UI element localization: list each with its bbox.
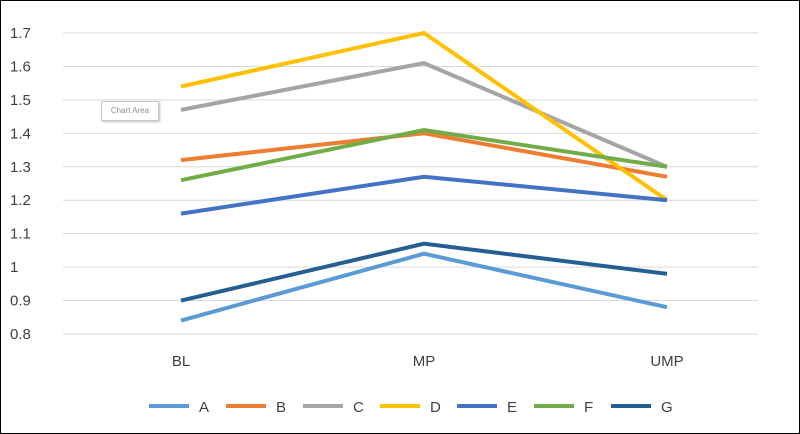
series-line-f	[180, 127, 668, 183]
y-tick-label: 1.4	[10, 125, 31, 142]
y-tick-label: 1.3	[10, 159, 31, 176]
series-line-b	[180, 131, 668, 179]
series-line-a	[180, 251, 668, 323]
x-tick-label: MP	[413, 353, 436, 370]
legend-label-a: A	[199, 399, 209, 416]
y-tick-label: 1.2	[10, 192, 31, 209]
y-tick-label: 1.1	[10, 226, 31, 243]
y-tick-label: 1	[10, 259, 18, 276]
legend-label-b: B	[276, 399, 286, 416]
y-tick-label: 0.8	[10, 326, 31, 343]
y-tick-label: 1.5	[10, 92, 31, 109]
y-tick-label: 1.7	[10, 25, 31, 42]
series-line-c	[180, 61, 668, 169]
y-tick-label: 0.9	[10, 293, 31, 310]
series-line-d	[180, 30, 669, 202]
legend-label-g: G	[661, 399, 673, 416]
legend-label-f: F	[584, 399, 593, 416]
x-tick-label: BL	[172, 353, 190, 370]
series-line-e	[180, 174, 668, 216]
series-line-g	[180, 241, 668, 303]
chart-area-tooltip: Chart Area	[101, 101, 159, 121]
x-tick-label: UMP	[650, 353, 683, 370]
legend-label-e: E	[507, 399, 517, 416]
y-tick-label: 1.6	[10, 58, 31, 75]
legend-label-c: C	[353, 399, 364, 416]
legend-label-d: D	[430, 399, 441, 416]
